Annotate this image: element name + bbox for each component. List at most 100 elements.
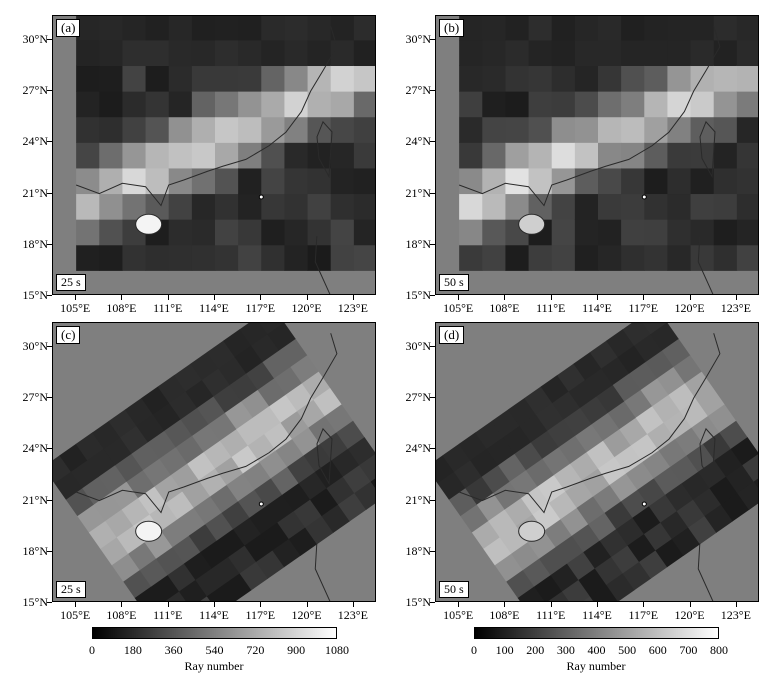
grid-cell [574, 116, 599, 143]
grid-cell [76, 142, 100, 169]
lon-tick [75, 602, 77, 607]
grid-cell [191, 116, 216, 143]
grid-cell [736, 193, 758, 220]
taiwan-island [316, 427, 333, 486]
colorbar-tick-label: 300 [556, 643, 575, 657]
grid-cell [215, 116, 239, 143]
grid-cell [736, 91, 758, 118]
grid-cell [215, 219, 239, 246]
grid-cell [598, 91, 622, 118]
panel-label: (a) [56, 19, 81, 37]
colorbar-left [92, 627, 337, 639]
grid-cell [736, 16, 758, 41]
lat-tick-label: 21°N [22, 185, 48, 200]
grid-cell [621, 116, 645, 143]
grid-cell [191, 193, 216, 220]
grid-cell [644, 16, 668, 41]
grid-cell [215, 39, 239, 67]
lat-tick [47, 295, 52, 296]
grid-cell [238, 244, 262, 271]
grid-cell [713, 116, 738, 143]
grid-cell [505, 167, 530, 195]
grid-cell [644, 91, 668, 118]
lon-tick-label: 120°E [291, 608, 322, 622]
ray-density-grid [75, 16, 375, 294]
grid-cell [261, 167, 285, 195]
lat-tick [430, 90, 435, 92]
grid-cell [667, 193, 692, 220]
lon-tick-label: 117°E [245, 301, 276, 315]
grid-cell [191, 244, 216, 271]
grid-cell [99, 167, 123, 195]
lat-tick-label: 15°N [22, 288, 48, 302]
lat-tick-label: 27°N [405, 83, 431, 98]
lon-tick [214, 295, 215, 300]
grid-cell [354, 481, 375, 510]
luzon-coast [697, 543, 714, 601]
lat-tick-label: 24°N [405, 134, 431, 149]
grid-cell [621, 39, 645, 67]
colorbar-tick-label: 540 [205, 643, 224, 657]
map-panel-d: (d) 50 s [435, 322, 759, 602]
grid-cell [284, 16, 309, 41]
grid-cell [330, 65, 355, 92]
grid-cell [459, 193, 483, 220]
lon-tick-label: 114°E [582, 608, 612, 622]
grid-cell [690, 16, 715, 41]
grid-cell [598, 142, 622, 169]
grid-cell [690, 219, 715, 246]
grid-cell [261, 142, 285, 169]
grid-cell [505, 39, 530, 67]
grid-cell [168, 65, 193, 92]
grid-cell [145, 116, 170, 143]
grid-cell [122, 244, 147, 271]
lon-tick [214, 602, 215, 607]
grid-cell [261, 244, 285, 271]
grid-cell [459, 142, 483, 169]
lon-tick [550, 295, 552, 300]
grid-cell [168, 16, 193, 41]
lat-tick [430, 448, 435, 450]
grid-cell [122, 193, 147, 220]
grid-cell [261, 219, 285, 246]
panel-label: (d) [439, 326, 465, 344]
lat-tick-label: 24°N [22, 441, 48, 456]
lat-tick [430, 192, 435, 194]
coastline [458, 333, 721, 514]
grid-cell [736, 39, 758, 67]
grid-cell [459, 91, 483, 118]
grid-cell [307, 219, 332, 246]
colorbar-tick-label: 0 [471, 643, 477, 657]
lon-tick [689, 295, 691, 300]
grid-cell [644, 116, 668, 143]
grid-cell [238, 193, 262, 220]
grid-cell [736, 65, 758, 92]
grid-cell [215, 91, 239, 118]
grid-cell [238, 65, 262, 92]
grid-cell [215, 142, 239, 169]
colorbar-tick-label: 1080 [325, 643, 349, 657]
lon-tick-label: 111°E [153, 301, 183, 315]
ray-density-grid [436, 323, 758, 601]
grid-cell [551, 116, 576, 143]
grid-cell [505, 65, 530, 92]
lon-tick [121, 602, 123, 607]
grid-cell [737, 481, 758, 510]
lat-tick-label: 27°N [405, 390, 431, 405]
grid-cell [215, 244, 239, 271]
grid-cell [528, 167, 553, 195]
lat-tick-label: 15°N [22, 595, 48, 609]
grid-cell [284, 142, 309, 169]
grid-cell [644, 167, 668, 195]
grid-cell [736, 142, 758, 169]
lat-tick [430, 38, 435, 40]
lon-tick-label: 123°E [720, 301, 751, 315]
lat-tick [47, 448, 52, 450]
lon-tick [75, 295, 77, 300]
grid-cell [690, 167, 715, 195]
grid-cell [482, 91, 506, 118]
grid-cell [459, 16, 483, 41]
grid-cell [482, 244, 506, 271]
grid-cell [284, 219, 309, 246]
lat-tick [430, 141, 435, 143]
